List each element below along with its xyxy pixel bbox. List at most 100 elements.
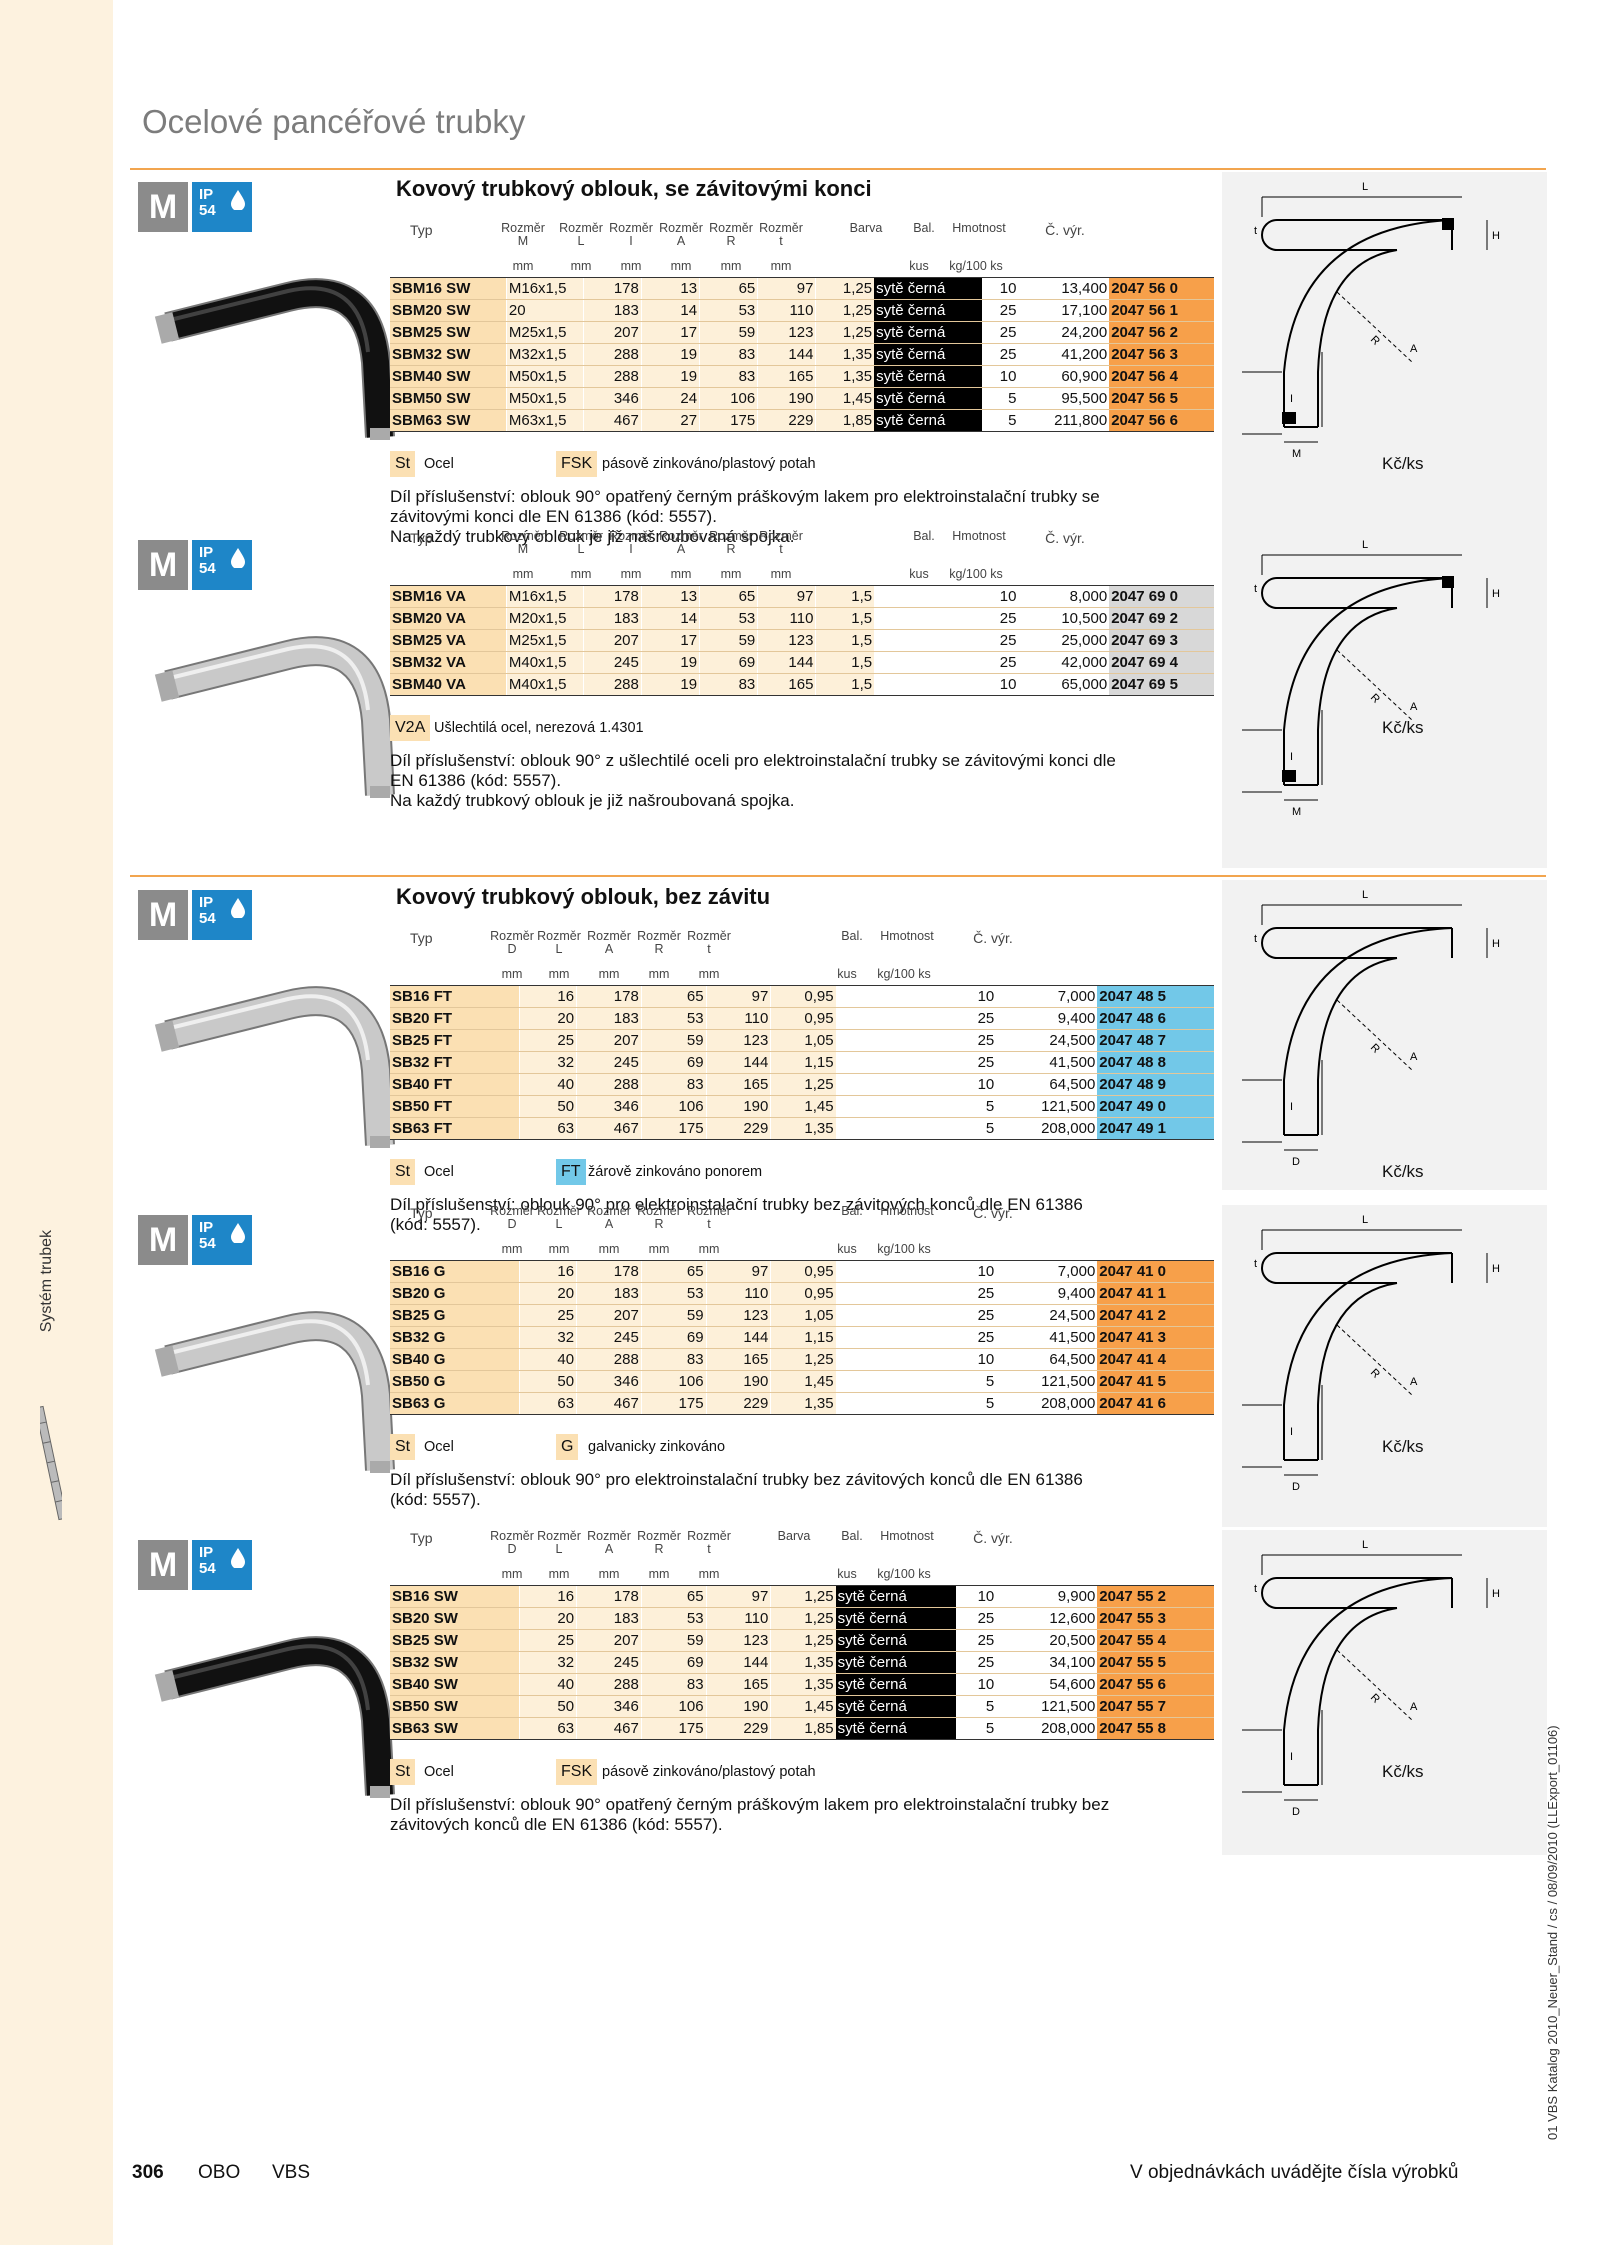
cell-dim: 40 [519,1673,577,1696]
product-section: M IP 54 [130,1529,1547,1930]
cell-type: SB32 SW [390,1651,520,1674]
header-typ: Typ [410,1530,433,1546]
cell-empty [835,1282,957,1305]
cell-type: SBM32 VA [390,651,507,674]
cell-dim: M25x1,5 [505,629,584,652]
cell-dim: 207 [582,321,642,344]
header-rozmer: Rozměr [537,1204,581,1218]
cell-dim: 19 [640,673,700,696]
cell-type: SBM20 SW [390,299,507,322]
cell-dim: 97 [705,1260,771,1283]
cell-article-number: 2047 56 3 [1109,343,1214,366]
cell-dim: 288 [576,1073,642,1096]
cell-dim: 346 [576,1695,642,1718]
diagram-label-r: R [1368,334,1382,348]
cell-weight: 9,900 [996,1585,1098,1608]
header-typ: Typ [410,1205,433,1221]
header-rozmer: Rozměr [687,1204,731,1218]
cell-dim: 207 [576,1304,642,1327]
header-rozmer: Rozměr [501,529,545,543]
cell-bal: 25 [982,651,1019,674]
price-unit: Kč/ks [1382,1437,1424,1456]
cell-empty [835,1326,957,1349]
cell-dim: 110 [705,1007,771,1030]
ip54-badge: IP 54 [192,1540,252,1590]
cell-dim: 288 [576,1673,642,1696]
diagram-label-r: R [1368,1042,1382,1056]
header-dim-4: t [707,1542,711,1556]
cell-dim: 19 [640,651,700,674]
header-dim-0: D [507,1542,517,1556]
table-row: SB40 SW 40 288 83 165 1,35 sytě černá 10 54,600 2… [390,1673,1214,1696]
header-rozmer: Rozměr [587,1204,631,1218]
cell-dim: 83 [699,365,758,388]
cell-dim: 1,25 [770,1348,836,1371]
cell-dim: 106 [699,387,758,410]
cell-dim: 467 [582,409,642,432]
cell-bal: 5 [982,409,1019,432]
diagram-label-a: A [1410,701,1418,713]
cell-empty [874,651,983,674]
cell-type: SBM25 SW [390,321,507,344]
material-code: St [390,451,416,477]
product-section: M IP 54 [130,1204,1547,1535]
cell-dim: 165 [757,673,816,696]
ip54-badge: IP 54 [192,890,252,940]
cell-dim: 178 [576,985,642,1008]
header-bal: Bal. [913,529,935,543]
dimension-diagram: L t H R A I D [1222,1530,1547,1855]
diagram-label-r: R [1368,1692,1382,1706]
cell-dim: 20 [505,299,584,322]
cell-weight: 121,500 [996,1695,1098,1718]
header-hmotnost: Hmotnost [880,1204,934,1218]
cell-color: sytě černá [874,343,983,366]
header-rozmer: Rozměr [709,529,753,543]
cell-bal: 5 [956,1392,997,1415]
cell-dim: 110 [757,299,816,322]
cell-weight: 211,800 [1018,409,1110,432]
cell-type: SB25 SW [390,1629,520,1652]
cell-dim: 178 [576,1260,642,1283]
cell-empty [835,1392,957,1415]
cell-bal: 10 [956,1585,997,1608]
cell-weight: 17,100 [1018,299,1110,322]
cell-article-number: 2047 49 1 [1097,1117,1214,1140]
cell-dim: 144 [757,343,816,366]
cell-dim: 97 [757,585,816,608]
cell-article-number: 2047 69 2 [1109,607,1214,630]
cell-type: SB25 FT [390,1029,520,1052]
table-row: SBM20 SW 20 183 14 53 110 1,25 sytě černá 25 17,1… [390,299,1214,322]
header-hmotnost: Hmotnost [880,1529,934,1543]
header-rozmer: Rozměr [490,1529,534,1543]
cell-color: sytě černá [874,409,983,432]
product-photo [148,950,398,1150]
cell-dim: 69 [640,1651,707,1674]
unit-kg100: kg/100 ks [877,1242,931,1256]
cell-dim: 53 [640,1607,707,1630]
cell-article-number: 2047 55 6 [1097,1673,1214,1696]
dimension-diagram: L t H R A I M [1222,530,1547,868]
finish-label: pásově zinkováno/plastový potah [602,1764,816,1780]
cell-dim: 63 [519,1117,577,1140]
description-line: Díl příslušenství: oblouk 90° opatřený č… [390,487,1100,506]
cell-dim: 123 [705,1029,771,1052]
table-row: SBM25 SW M25x1,5 207 17 59 123 1,25 sytě černá 2… [390,321,1214,344]
cell-weight: 7,000 [996,985,1098,1008]
table-row: SB40 FT 40 288 83 165 1,25 10 64,500 2047 48 9 [390,1073,1214,1096]
table-row: SB32 SW 32 245 69 144 1,35 sytě černá 25 34,100 2… [390,1651,1214,1674]
section-divider [130,168,1546,170]
page-title: Ocelové pancéřové trubky [142,103,526,140]
header-dim-0: M [517,542,529,556]
cell-bal: 25 [956,1007,997,1030]
cell-dim: 17 [640,321,700,344]
cell-dim: M40x1,5 [505,651,584,674]
header-bal: Bal. [841,1529,863,1543]
cell-dim: 1,15 [770,1051,836,1074]
ip54-badge: IP 54 [192,182,252,232]
cell-article-number: 2047 48 7 [1097,1029,1214,1052]
cell-article-number: 2047 48 9 [1097,1073,1214,1096]
cell-dim: 229 [705,1392,771,1415]
header-rozmer: Rozměr [687,929,731,943]
diagram-label-h: H [1492,588,1500,600]
